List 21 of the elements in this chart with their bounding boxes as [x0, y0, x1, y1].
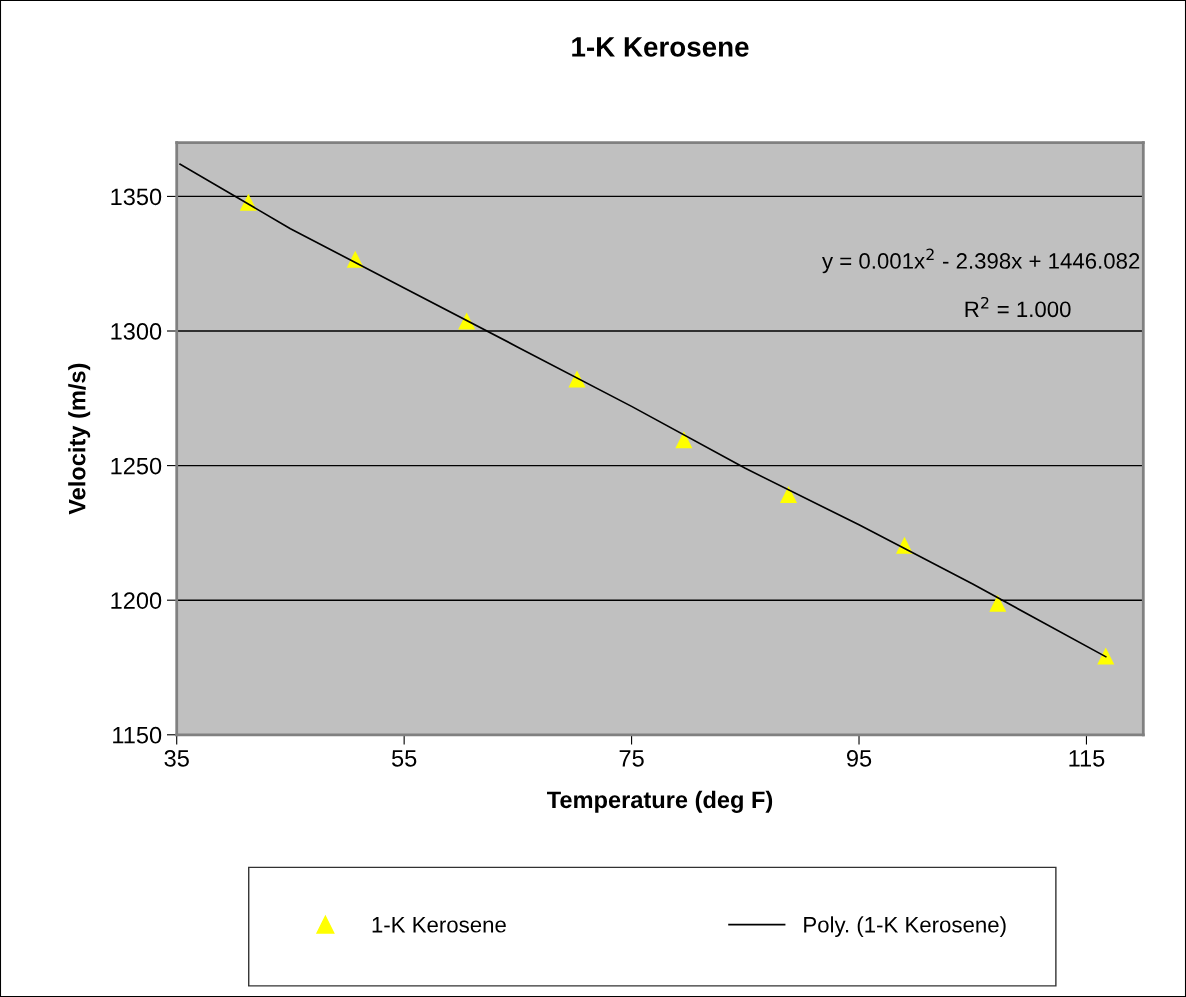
y-tick-label: 1250: [111, 457, 162, 475]
y-tick-label: 1200: [111, 592, 162, 609]
point: [780, 485, 798, 503]
point: [458, 312, 476, 330]
x-tick-label: 75: [619, 750, 644, 767]
y-tick-label: 1150: [113, 726, 162, 744]
legend-label: 1-K Kerosene: [372, 917, 506, 933]
x-tick-label: 115: [1069, 750, 1105, 767]
y-axis-title: Velocity (m/s): [68, 363, 91, 515]
chart-title: 1-K Kerosene: [572, 37, 749, 57]
legend-label: Poly. (1-K Kerosene): [804, 916, 1006, 937]
annotation: y = 0.001x$^{2}$ - 2.398x + 1446.082: [822, 248, 1140, 274]
x-tick-label: 55: [391, 750, 417, 767]
annotation: R$^{2}$ = 1.000: [965, 296, 1071, 318]
x-axis-title: Temperature (deg F): [547, 790, 773, 813]
x-tick-label: 95: [846, 750, 872, 767]
point: [989, 594, 1007, 612]
y-tick-label: 1300: [111, 323, 162, 340]
point: [675, 431, 693, 449]
y-tick-label: 1350: [111, 188, 162, 206]
x-tick-label: 35: [164, 750, 189, 767]
